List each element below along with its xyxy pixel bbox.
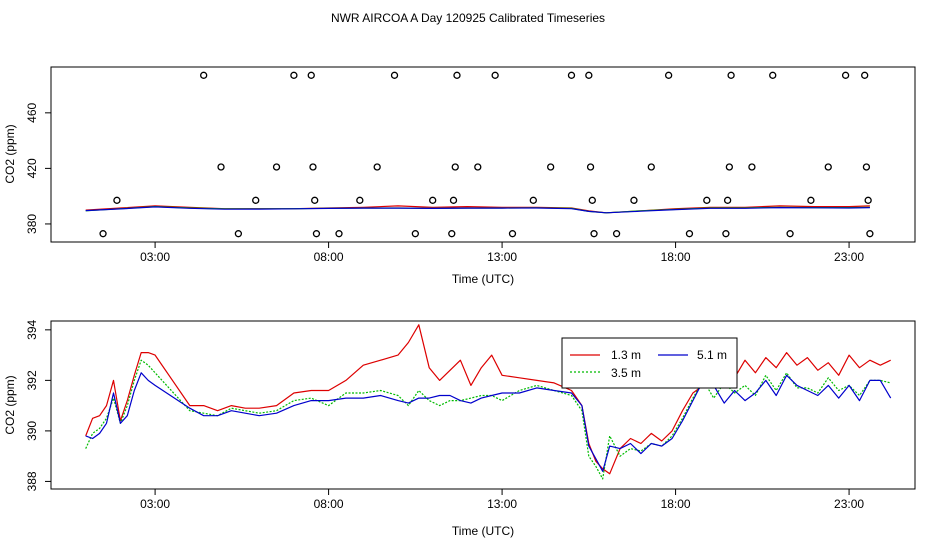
calibration-point-17 bbox=[429, 196, 437, 204]
calibration-point-43 bbox=[769, 71, 777, 79]
legend-label-1-3m: 1.3 m bbox=[611, 348, 641, 362]
calibration-point-14 bbox=[373, 163, 381, 171]
calibration-point-7 bbox=[290, 71, 298, 79]
y-tick-label-1-1: 390 bbox=[25, 421, 39, 441]
top-series-lines bbox=[85, 205, 870, 214]
calibration-point-27 bbox=[567, 71, 576, 79]
calibration-point-8 bbox=[307, 71, 315, 79]
series-line-0-5-1-m bbox=[85, 206, 870, 214]
chart-title: NWR AIRCOA A Day 120925 Calibrated Times… bbox=[331, 11, 605, 25]
bottom-panel: 03:00 08:00 13:00 18:00 23:00 388 390 392 394 T… bbox=[3, 320, 916, 538]
calibration-point-22 bbox=[474, 163, 482, 171]
calibration-point-42 bbox=[748, 163, 756, 171]
calibration-point-38 bbox=[722, 230, 730, 238]
calibration-point-36 bbox=[685, 230, 694, 238]
calibration-point-1 bbox=[113, 196, 121, 204]
calibration-point-50 bbox=[864, 196, 872, 204]
top-y-axis-label: CO2 (ppm) bbox=[3, 124, 17, 183]
top-panel: 03:00 08:00 13:00 18:00 23:00 380 420 460 Time… bbox=[3, 66, 916, 286]
calibration-point-12 bbox=[335, 230, 343, 238]
x-tick-label-1-2: 13:00 bbox=[487, 497, 517, 511]
calibration-point-25 bbox=[529, 196, 537, 204]
calibration-point-34 bbox=[647, 163, 655, 171]
bottom-series-lines bbox=[85, 324, 892, 480]
calibration-point-30 bbox=[588, 196, 596, 204]
calibration-point-2 bbox=[200, 71, 208, 79]
calibration-point-47 bbox=[841, 71, 850, 79]
calibration-point-46 bbox=[824, 163, 832, 171]
calibration-point-19 bbox=[449, 196, 458, 204]
calibration-point-29 bbox=[586, 163, 595, 171]
calibration-point-51 bbox=[866, 230, 874, 238]
x-tick-label-1-0: 03:00 bbox=[140, 497, 170, 511]
calibration-point-6 bbox=[272, 163, 281, 171]
x-tick-label-0-4: 23:00 bbox=[834, 250, 864, 264]
calibration-point-21 bbox=[453, 71, 461, 79]
series-line-0-1-3-m bbox=[85, 205, 870, 214]
calibration-point-4 bbox=[234, 230, 243, 238]
calibration-point-18 bbox=[448, 230, 456, 238]
calibration-point-24 bbox=[508, 230, 517, 238]
calibration-point-0 bbox=[99, 230, 107, 238]
calibration-point-40 bbox=[725, 163, 734, 171]
bottom-x-axis: 03:00 08:00 13:00 18:00 23:00 bbox=[140, 489, 864, 511]
calibration-point-16 bbox=[411, 230, 419, 238]
y-tick-label-1-2: 392 bbox=[25, 370, 39, 390]
calibration-point-23 bbox=[491, 71, 499, 79]
calibration-point-10 bbox=[311, 196, 319, 204]
bottom-x-axis-label: Time (UTC) bbox=[452, 524, 514, 538]
x-tick-label-0-2: 13:00 bbox=[487, 250, 517, 264]
calibration-point-26 bbox=[547, 163, 555, 171]
y-tick-label-0-2: 460 bbox=[25, 103, 39, 123]
calibration-point-33 bbox=[630, 196, 638, 204]
calibration-point-13 bbox=[356, 196, 364, 204]
y-tick-label-1-3: 394 bbox=[25, 320, 39, 340]
top-x-axis-label: Time (UTC) bbox=[452, 272, 514, 286]
legend: 1.3 m 3.5 m 5.1 m bbox=[561, 337, 738, 389]
bottom-y-axis: 388 390 392 394 bbox=[25, 320, 51, 491]
x-tick-label-1-4: 23:00 bbox=[834, 497, 864, 511]
calibration-point-48 bbox=[861, 71, 869, 79]
top-y-axis: 380 420 460 bbox=[25, 103, 51, 234]
calibration-point-32 bbox=[612, 230, 621, 238]
calibration-point-49 bbox=[862, 163, 871, 171]
bottom-y-axis-label: CO2 (ppm) bbox=[3, 375, 17, 434]
calibration-point-3 bbox=[217, 163, 225, 171]
x-tick-label-0-1: 08:00 bbox=[314, 250, 344, 264]
calibration-point-41 bbox=[727, 71, 735, 79]
calibration-point-28 bbox=[585, 71, 593, 79]
top-x-axis: 03:00 08:00 13:00 18:00 23:00 bbox=[140, 242, 864, 264]
calibration-point-37 bbox=[703, 196, 711, 204]
bottom-plot-frame bbox=[50, 320, 916, 490]
x-tick-label-1-3: 18:00 bbox=[661, 497, 691, 511]
y-tick-label-0-0: 380 bbox=[25, 214, 39, 234]
series-line-1-3-5-m bbox=[85, 359, 891, 480]
calibration-point-31 bbox=[590, 230, 598, 238]
legend-label-5-1m: 5.1 m bbox=[697, 348, 727, 362]
calibration-point-15 bbox=[390, 71, 399, 79]
calibration-point-11 bbox=[312, 230, 321, 238]
legend-box bbox=[561, 337, 738, 389]
calibration-point-35 bbox=[664, 71, 673, 79]
top-plot-frame bbox=[50, 66, 916, 243]
calibration-point-20 bbox=[451, 163, 459, 171]
calibration-point-39 bbox=[723, 196, 732, 204]
calibration-point-45 bbox=[807, 196, 815, 204]
calibration-point-9 bbox=[309, 163, 317, 171]
x-tick-label-0-3: 18:00 bbox=[661, 250, 691, 264]
calibration-point-44 bbox=[786, 230, 794, 238]
calibration-point-5 bbox=[252, 196, 260, 204]
series-line-1-5-1-m bbox=[85, 372, 892, 472]
y-tick-label-0-1: 420 bbox=[25, 158, 39, 178]
legend-label-3-5m: 3.5 m bbox=[611, 366, 641, 380]
x-tick-label-0-0: 03:00 bbox=[140, 250, 170, 264]
y-tick-label-1-0: 388 bbox=[25, 471, 39, 491]
top-calibration-points bbox=[99, 71, 874, 238]
x-tick-label-1-1: 08:00 bbox=[314, 497, 344, 511]
series-line-1-1-3-m bbox=[85, 324, 891, 475]
